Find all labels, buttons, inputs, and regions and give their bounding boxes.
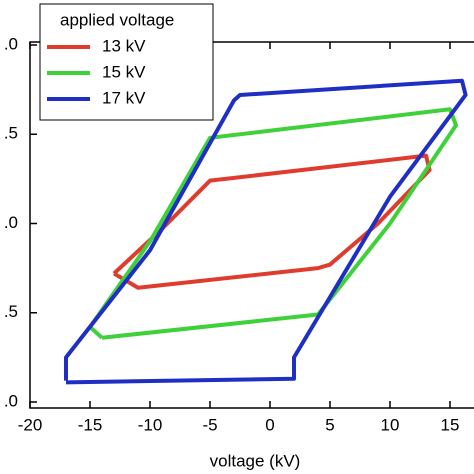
series-line — [88, 107, 458, 340]
y-tick-label: .0 — [4, 34, 18, 53]
x-tick-label: -5 — [202, 415, 217, 434]
y-tick-label: .5 — [4, 302, 18, 321]
legend-label: 13 kV — [102, 36, 146, 55]
x-tick-label: 0 — [265, 415, 274, 434]
legend-label: 17 kV — [102, 88, 146, 107]
x-tick-label: -10 — [138, 415, 163, 434]
series-line — [112, 153, 432, 290]
x-axis-label: voltage (kV) — [210, 451, 301, 470]
y-tick-label: .0 — [4, 213, 18, 232]
plot-frame — [29, 41, 474, 409]
x-tick-label: 5 — [325, 415, 334, 434]
legend-title: applied voltage — [60, 10, 174, 29]
x-tick-label: -20 — [18, 415, 43, 434]
legend-label: 15 kV — [102, 62, 146, 81]
x-tick-label: 15 — [441, 415, 460, 434]
y-tick-label: .0 — [4, 391, 18, 410]
y-tick-label: .5 — [4, 124, 18, 143]
series-line — [64, 78, 468, 385]
x-tick-label: 10 — [381, 415, 400, 434]
x-tick-label: -15 — [78, 415, 103, 434]
